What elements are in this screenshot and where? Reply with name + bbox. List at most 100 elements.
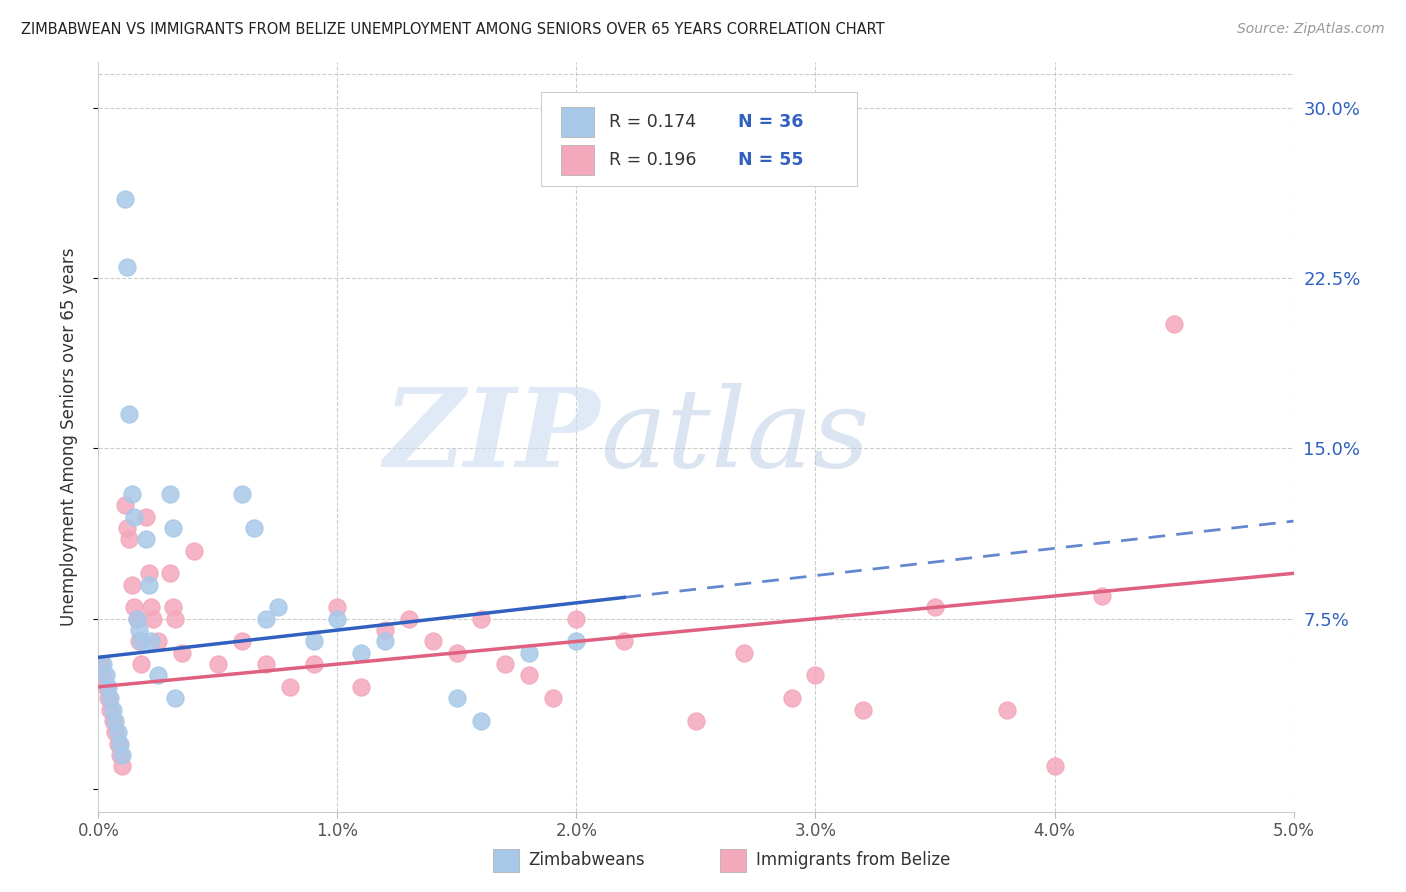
Point — [159, 566, 181, 581]
Point — [135, 509, 157, 524]
Point — [111, 747, 134, 762]
Point — [94, 668, 117, 682]
Text: N = 36: N = 36 — [738, 113, 803, 131]
Point — [326, 600, 349, 615]
Point — [148, 634, 170, 648]
Point — [98, 702, 122, 716]
Point — [118, 408, 141, 422]
Point — [131, 657, 153, 672]
Point — [541, 691, 564, 706]
Y-axis label: Unemployment Among Seniors over 65 years: Unemployment Among Seniors over 65 years — [59, 248, 77, 626]
Point — [107, 737, 129, 751]
Point — [91, 657, 114, 672]
Text: N = 55: N = 55 — [738, 151, 803, 169]
FancyBboxPatch shape — [561, 107, 595, 137]
Point — [101, 702, 124, 716]
Point — [162, 521, 184, 535]
Point — [302, 657, 325, 672]
Point — [111, 759, 134, 773]
Point — [94, 680, 117, 694]
FancyBboxPatch shape — [561, 145, 595, 175]
Point — [517, 646, 540, 660]
Point — [374, 634, 396, 648]
Point — [254, 612, 277, 626]
Point — [470, 714, 492, 728]
Point — [101, 714, 124, 728]
Point — [90, 657, 112, 672]
FancyBboxPatch shape — [541, 93, 858, 186]
Point — [162, 600, 184, 615]
Point — [121, 577, 143, 591]
Text: Immigrants from Belize: Immigrants from Belize — [756, 852, 950, 870]
Point — [733, 646, 755, 660]
Point — [128, 623, 150, 637]
Point — [114, 192, 136, 206]
Point — [398, 612, 420, 626]
Point — [326, 612, 349, 626]
Point — [148, 668, 170, 682]
Point — [1163, 317, 1185, 331]
Point — [108, 737, 131, 751]
Text: atlas: atlas — [600, 384, 870, 491]
Point — [104, 714, 127, 728]
Point — [139, 600, 162, 615]
Point — [231, 634, 253, 648]
Point — [115, 521, 138, 535]
Point — [104, 725, 127, 739]
Point — [350, 646, 373, 660]
Point — [267, 600, 290, 615]
Point — [138, 577, 160, 591]
Point — [97, 691, 120, 706]
Point — [131, 634, 153, 648]
Text: Source: ZipAtlas.com: Source: ZipAtlas.com — [1237, 22, 1385, 37]
Point — [243, 521, 266, 535]
Point — [470, 612, 492, 626]
Point — [494, 657, 516, 672]
Point — [374, 623, 396, 637]
Point — [91, 668, 114, 682]
Point — [163, 612, 186, 626]
Point — [780, 691, 803, 706]
Point — [924, 600, 946, 615]
Point — [114, 498, 136, 512]
FancyBboxPatch shape — [720, 849, 747, 871]
Text: ZIP: ZIP — [384, 384, 600, 491]
Text: R = 0.196: R = 0.196 — [609, 151, 696, 169]
Point — [125, 612, 148, 626]
Point — [135, 533, 157, 547]
Point — [446, 691, 468, 706]
Text: R = 0.174: R = 0.174 — [609, 113, 696, 131]
Text: ZIMBABWEAN VS IMMIGRANTS FROM BELIZE UNEMPLOYMENT AMONG SENIORS OVER 65 YEARS CO: ZIMBABWEAN VS IMMIGRANTS FROM BELIZE UNE… — [21, 22, 884, 37]
Point — [124, 600, 146, 615]
Point — [108, 747, 131, 762]
Point — [97, 680, 120, 694]
Point — [183, 543, 205, 558]
Point — [163, 691, 186, 706]
Point — [302, 634, 325, 648]
Point — [121, 487, 143, 501]
Point — [1043, 759, 1066, 773]
Point — [159, 487, 181, 501]
Point — [1091, 589, 1114, 603]
Point — [142, 612, 165, 626]
Point — [685, 714, 707, 728]
Point — [804, 668, 827, 682]
FancyBboxPatch shape — [494, 849, 519, 871]
Point — [118, 533, 141, 547]
Point — [125, 612, 148, 626]
Point — [613, 634, 636, 648]
Point — [446, 646, 468, 660]
Point — [107, 725, 129, 739]
Point — [124, 509, 146, 524]
Point — [138, 566, 160, 581]
Point — [350, 680, 373, 694]
Point — [517, 668, 540, 682]
Point — [207, 657, 229, 672]
Point — [139, 634, 162, 648]
Point — [254, 657, 277, 672]
Point — [128, 634, 150, 648]
Point — [172, 646, 194, 660]
Point — [422, 634, 444, 648]
Point — [995, 702, 1018, 716]
Point — [115, 260, 138, 274]
